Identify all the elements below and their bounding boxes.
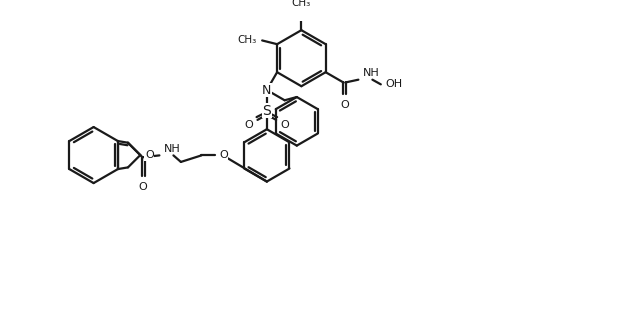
Text: O: O xyxy=(280,119,289,129)
Text: S: S xyxy=(263,104,271,118)
Text: O: O xyxy=(145,150,154,160)
Text: CH₃: CH₃ xyxy=(238,35,256,45)
Text: CH₃: CH₃ xyxy=(292,0,311,8)
Text: N: N xyxy=(262,84,272,96)
Text: O: O xyxy=(244,119,253,129)
Text: NH: NH xyxy=(164,144,181,154)
Text: O: O xyxy=(138,182,147,192)
Text: OH: OH xyxy=(386,79,403,89)
Text: NH: NH xyxy=(363,68,380,78)
Text: O: O xyxy=(340,100,349,110)
Text: O: O xyxy=(219,150,228,160)
